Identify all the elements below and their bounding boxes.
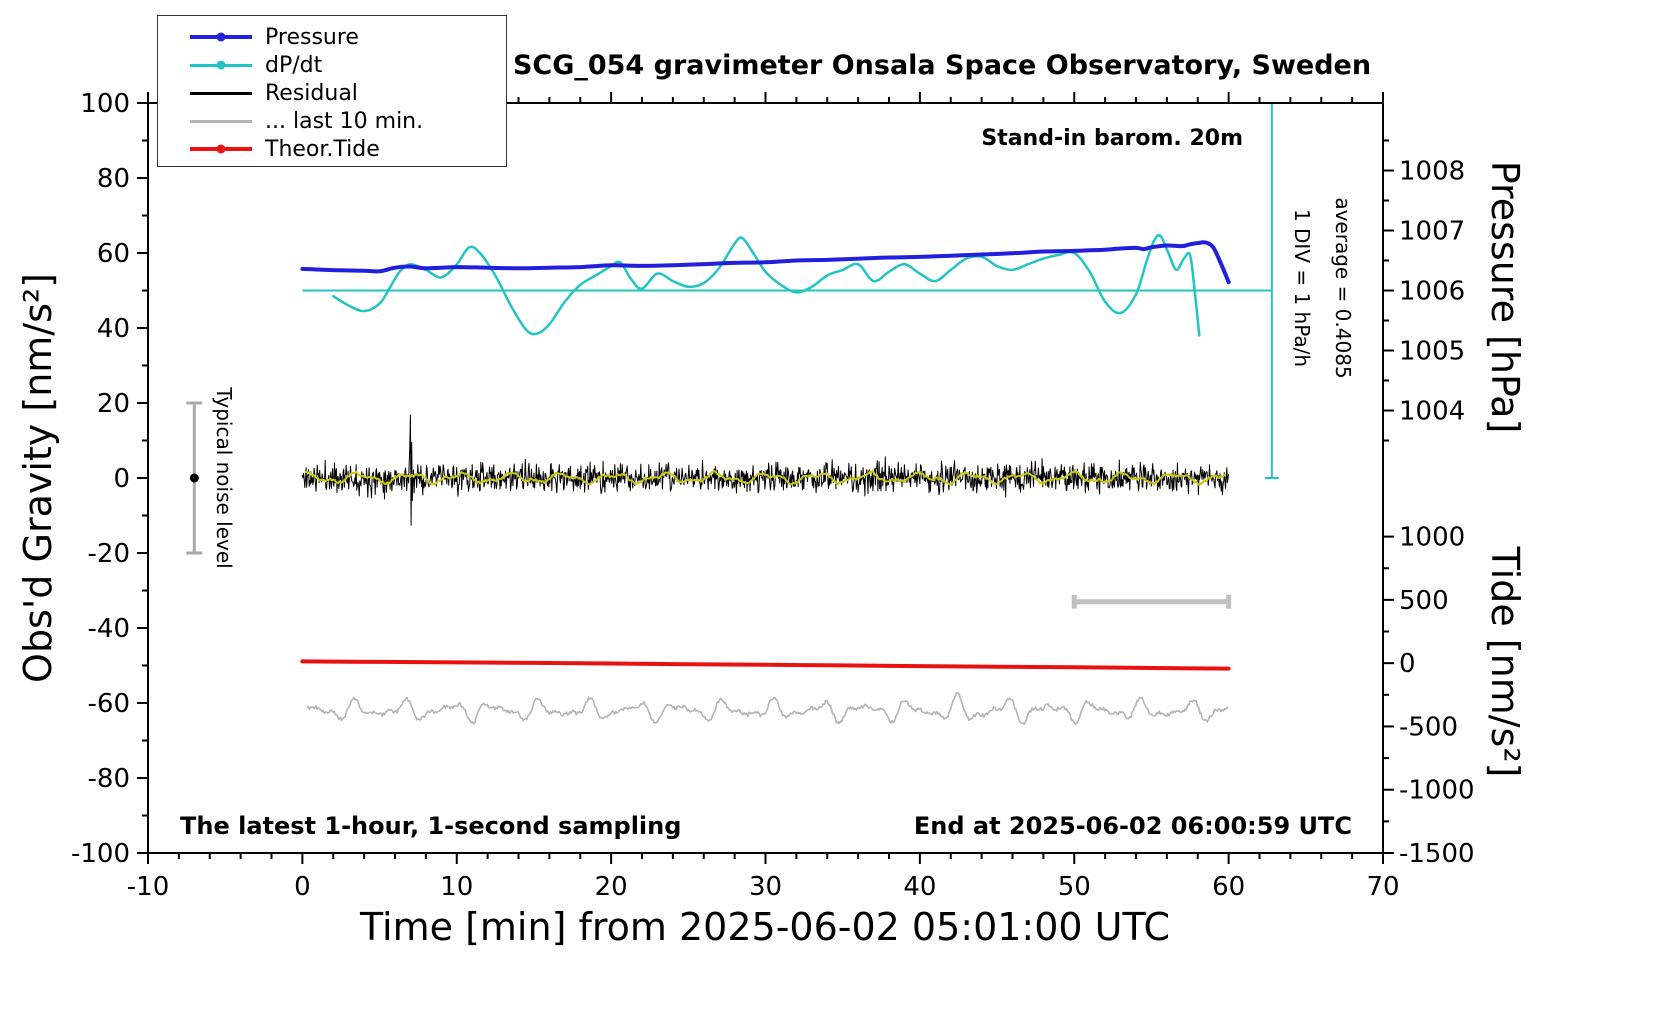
series-theor-tide <box>300 659 1231 671</box>
legend-label: Pressure <box>265 24 359 50</box>
svg-text:1000: 1000 <box>1399 523 1465 553</box>
svg-text:0: 0 <box>113 464 130 494</box>
svg-text:40: 40 <box>903 872 936 902</box>
svg-text:-60: -60 <box>88 689 130 719</box>
svg-text:10: 10 <box>440 872 473 902</box>
svg-text:500: 500 <box>1399 586 1449 616</box>
series-residual <box>301 414 1230 526</box>
series-pressure <box>300 240 1231 285</box>
legend-label: ... last 10 min. <box>265 108 424 134</box>
series--last-10-min- <box>306 691 1229 725</box>
svg-text:0: 0 <box>1399 649 1416 679</box>
svg-text:-10: -10 <box>127 872 169 902</box>
svg-text:-1500: -1500 <box>1399 839 1475 869</box>
svg-text:80: 80 <box>97 164 130 194</box>
x-axis-label: Time [min] from 2025-06-02 05:01:00 UTC <box>360 905 1170 949</box>
legend-item-last10min: ... last 10 min. <box>158 107 506 135</box>
legend-item-pressure: Pressure <box>158 23 506 51</box>
average-note: average = 0.4085 <box>1331 197 1355 379</box>
svg-text:1004: 1004 <box>1399 397 1465 427</box>
svg-text:1007: 1007 <box>1399 217 1465 247</box>
legend-item-theor-tide: Theor.Tide <box>158 135 506 163</box>
tick-labels: -10 0 10 20 30 40 50 60 70-100-80-60-40-20020406… <box>71 89 1475 902</box>
svg-text:60: 60 <box>97 239 130 269</box>
barometer-note: Stand-in barom. 20m <box>981 126 1243 151</box>
gravity-axis-label: Obs'd Gravity [nm/s²] <box>16 273 60 683</box>
last10min-line-swatch <box>190 119 252 123</box>
legend: Pressure dP/dt Residual ... last 10 min.… <box>157 15 507 167</box>
svg-text:30: 30 <box>749 872 782 902</box>
theor-tide-line-swatch <box>190 144 252 154</box>
svg-text:0: 0 <box>294 872 311 902</box>
svg-text:20: 20 <box>595 872 628 902</box>
legend-label: Theor.Tide <box>265 136 380 162</box>
tide-axis-label: Tide [nm/s²] <box>1483 546 1527 778</box>
chart-title: SCG_054 gravimeter Onsala Space Observat… <box>512 50 1372 81</box>
legend-item-residual: Residual <box>158 79 506 107</box>
pressure-axis-label: Pressure [hPa] <box>1483 160 1527 434</box>
svg-text:-100: -100 <box>71 839 130 869</box>
residual-line-swatch <box>190 91 252 95</box>
svg-text:-500: -500 <box>1399 712 1458 742</box>
sampling-note: The latest 1-hour, 1-second sampling <box>180 812 682 840</box>
svg-text:20: 20 <box>97 389 130 419</box>
svg-text:50: 50 <box>1058 872 1091 902</box>
svg-text:70: 70 <box>1366 872 1399 902</box>
svg-text:60: 60 <box>1212 872 1245 902</box>
svg-text:-20: -20 <box>88 539 130 569</box>
reference-marks <box>186 102 1279 609</box>
svg-text:-80: -80 <box>88 764 130 794</box>
noise-level-label: Typical noise level <box>212 387 236 569</box>
dpdt-line-swatch <box>190 60 252 70</box>
svg-text:1008: 1008 <box>1399 157 1465 187</box>
legend-item-dpdt: dP/dt <box>158 51 506 79</box>
svg-text:-40: -40 <box>88 614 130 644</box>
legend-label: Residual <box>265 80 358 106</box>
series-dp-dt <box>332 233 1201 337</box>
svg-text:1006: 1006 <box>1399 277 1465 307</box>
svg-text:-1000: -1000 <box>1399 776 1475 806</box>
end-time-note: End at 2025-06-02 06:00:59 UTC <box>913 812 1352 840</box>
div-scale-note: 1 DIV = 1 hPa/h <box>1290 208 1314 368</box>
svg-text:100: 100 <box>80 89 130 119</box>
pressure-line-swatch <box>190 32 252 42</box>
svg-text:1005: 1005 <box>1399 337 1465 367</box>
noise-level-dot <box>189 473 199 483</box>
svg-text:40: 40 <box>97 314 130 344</box>
series-residual-smoothed <box>305 470 1227 486</box>
legend-label: dP/dt <box>265 52 323 78</box>
